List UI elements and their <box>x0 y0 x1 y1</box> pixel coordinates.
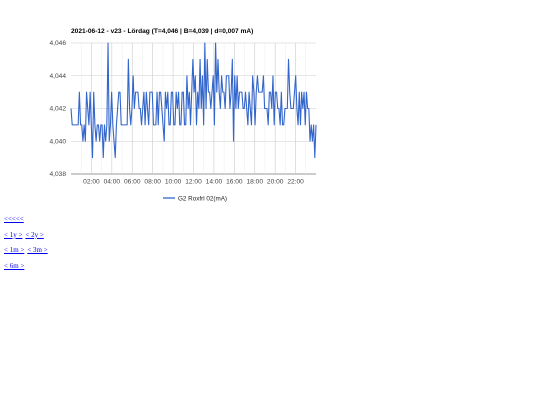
nav-2y-link[interactable]: < 2y > <box>25 230 44 239</box>
x-tick-label: 16:00 <box>226 179 243 186</box>
chart-container: 2021-06-12 - v23 - Lördag (T=4,046 | B=4… <box>0 0 340 212</box>
nav-1y-link[interactable]: < 1y > <box>4 230 23 239</box>
chart-title: 2021-06-12 - v23 - Lördag (T=4,046 | B=4… <box>71 28 253 35</box>
x-tick-label: 14:00 <box>206 179 223 186</box>
x-tick-label: 18:00 <box>246 179 263 186</box>
x-tick-label: 02:00 <box>83 179 100 186</box>
y-tick-label: 4,042 <box>49 106 66 113</box>
x-tick-label: 04:00 <box>104 179 121 186</box>
nav-6m-link[interactable]: < 6m > <box>4 261 25 270</box>
y-tick-label: 4,038 <box>49 171 66 178</box>
x-tick-label: 12:00 <box>185 179 202 186</box>
series-line <box>70 42 317 159</box>
x-tick-label: 20:00 <box>267 179 284 186</box>
x-tick-label: 08:00 <box>144 179 161 186</box>
line-chart: 2021-06-12 - v23 - Lördag (T=4,046 | B=4… <box>49 28 317 202</box>
y-tick-label: 4,044 <box>49 73 66 80</box>
x-tick-label: 10:00 <box>165 179 182 186</box>
y-tick-label: 4,046 <box>49 40 66 47</box>
legend[interactable]: G2 Roxfrl 02(mA) <box>163 195 227 202</box>
series-layer <box>70 42 317 159</box>
nav-1m-link[interactable]: < 1m > <box>4 246 25 254</box>
nav-3m-link[interactable]: < 3m > <box>27 246 48 254</box>
x-tick-label: 22:00 <box>287 179 304 186</box>
y-tick-label: 4,040 <box>49 138 66 145</box>
nav-first-link[interactable]: <<<<< <box>4 215 24 223</box>
legend-label: G2 Roxfrl 02(mA) <box>178 195 227 202</box>
y-axis-ticks: 4,038 4,040 4,042 4,044 4,046 <box>49 40 66 178</box>
x-tick-label: 06:00 <box>124 179 141 186</box>
x-axis-ticks: 02:00 04:00 06:00 08:00 10:00 12:00 14:00 16:00… <box>83 179 304 186</box>
period-navigation: <<<<< < 1y > < 2y > < 1m > < 3m > < 6m > <box>4 212 51 274</box>
